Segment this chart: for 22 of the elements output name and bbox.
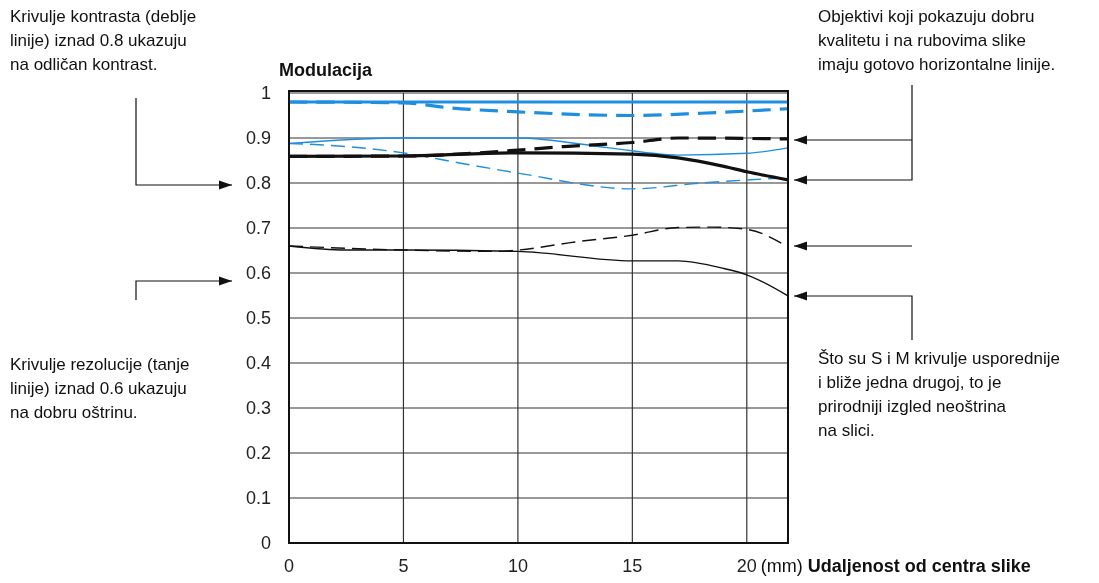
x-tick-label: 0 — [283, 556, 295, 576]
y-tick-label: 0.6 — [245, 263, 271, 283]
text: Objektivi koji pokazuju dobru kvalitetu i na rubovima slike imaju gotovo horizontalne linije. — [818, 7, 1056, 74]
y-tick-label: 0.1 — [245, 488, 271, 508]
y-tick-label: 0.3 — [245, 398, 271, 418]
y-tick-label: 0.8 — [245, 173, 271, 193]
y-tick-label: 0.4 — [245, 353, 271, 373]
x-tick-label: 20 — [736, 556, 757, 576]
x-tick-label: 15 — [622, 556, 643, 576]
y-tick-label: 0.7 — [245, 218, 271, 238]
y-tick-label: 0.9 — [245, 128, 271, 148]
y-axis-title: Modulacija — [279, 60, 373, 80]
text: Krivulje kontrasta (deblje linije) iznad 0.8 ukazuju na odličan kontrast. — [10, 7, 197, 74]
x-tick-label: 10 — [507, 556, 528, 576]
y-tick-label: 0.5 — [245, 308, 271, 328]
y-tick-label: 1 — [260, 83, 271, 103]
y-tick-label: 0.2 — [245, 443, 271, 463]
x-tick-label: 5 — [398, 556, 409, 576]
text: Krivulje rezolucije (tanje linije) iznad 0.6 ukazuju na dobru oštrinu. — [10, 355, 190, 422]
y-tick-label: 0 — [260, 533, 271, 553]
text: Što su S i M krivulje usporednije i bliže jedna drugoj, to je prirodniji izgled neoštrina na slici. — [818, 349, 1060, 440]
x-axis-title: (mm) Udaljenost od centra slike — [760, 556, 1031, 576]
